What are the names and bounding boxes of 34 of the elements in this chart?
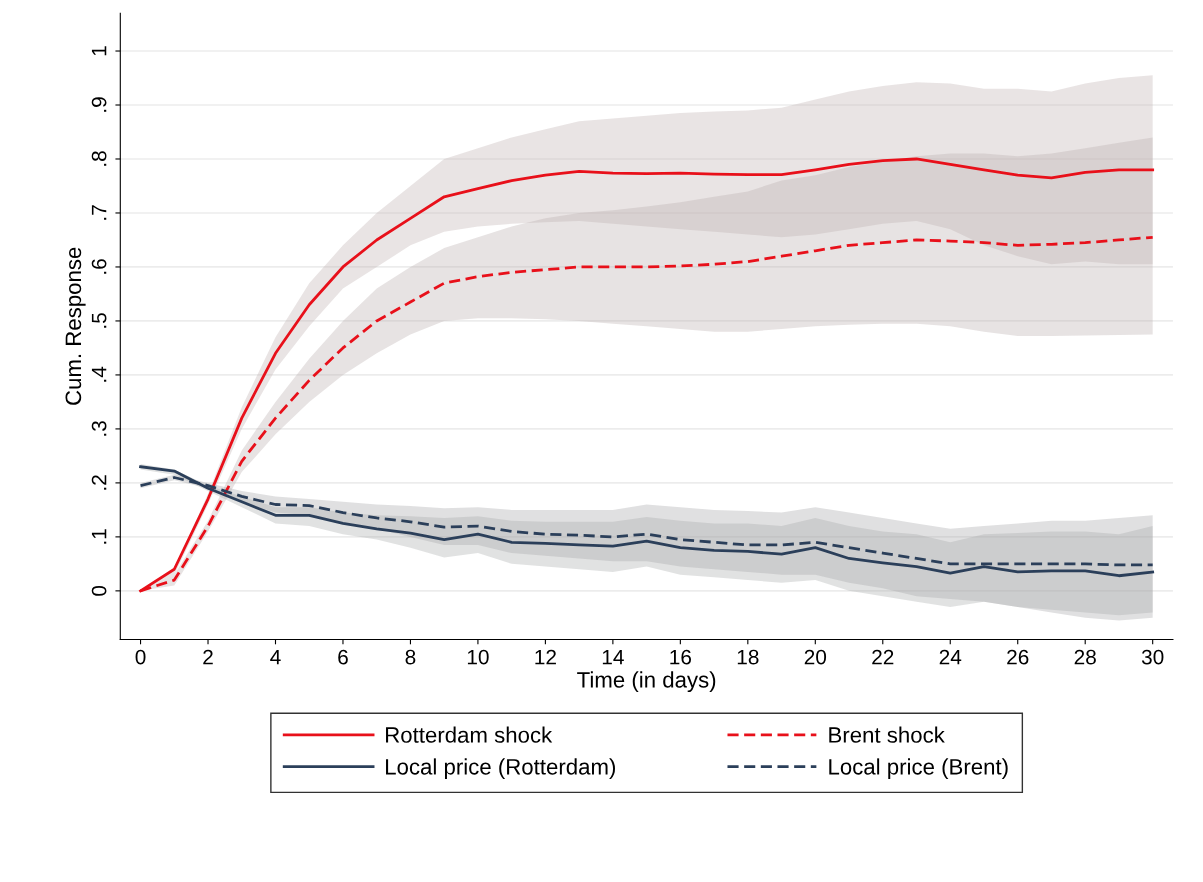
- x-tick-label: 28: [1074, 649, 1096, 665]
- legend-label: Local price (Rotterdam): [386, 758, 616, 780]
- y-tick-label: .1: [91, 529, 107, 544]
- y-tick-label: .8: [91, 151, 107, 166]
- y-tick-label: .9: [91, 97, 107, 112]
- y-tick-label: 1: [91, 46, 107, 56]
- y-tick-label: .4: [91, 366, 107, 382]
- x-tick-label: 22: [872, 649, 894, 665]
- x-tick-label: 8: [405, 649, 416, 665]
- x-tick-label: 26: [1007, 649, 1029, 665]
- x-tick-label: 4: [270, 649, 281, 665]
- x-tick-label: 20: [804, 649, 827, 665]
- x-tick-label: 24: [939, 649, 962, 665]
- y-tick-label: 0: [91, 585, 107, 596]
- x-tick-label: 0: [135, 649, 146, 665]
- x-tick-label: 16: [670, 649, 692, 665]
- y-tick-label: .5: [91, 313, 107, 328]
- line-series: [139, 465, 1155, 578]
- x-tick-label: 10: [467, 649, 489, 665]
- y-axis-title: Cum. Response: [65, 247, 86, 405]
- legend-label: Local price (Brent): [829, 758, 1008, 780]
- x-tick-label: 12: [535, 649, 556, 665]
- legend-label: Rotterdam shock: [386, 726, 553, 743]
- x-tick-label: 14: [602, 649, 624, 665]
- y-tick-label: .2: [91, 475, 107, 490]
- x-tick-label: 18: [737, 649, 759, 665]
- y-tick-label: .7: [91, 205, 107, 220]
- y-tick-label: .6: [91, 259, 107, 274]
- x-axis-title: Time (in days): [577, 671, 716, 693]
- x-tick-label: 30: [1141, 649, 1164, 665]
- y-tick-label: .3: [91, 421, 107, 436]
- x-tick-label: 2: [203, 649, 213, 665]
- legend-label: Brent shock: [829, 726, 945, 743]
- x-tick-label: 6: [338, 649, 348, 665]
